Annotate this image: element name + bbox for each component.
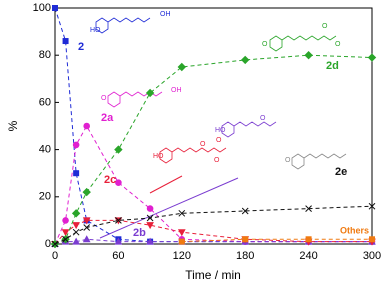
pointer-line (99, 177, 239, 239)
atom-label: OH (171, 87, 182, 94)
marker (177, 229, 186, 237)
marker (83, 122, 90, 130)
series-label: 2a (101, 112, 114, 124)
x-tick-label: 300 (363, 250, 381, 262)
series-line (54, 205, 373, 245)
marker (178, 209, 186, 217)
marker (367, 53, 377, 62)
atom-label: O (260, 115, 266, 122)
pointer-line (149, 175, 183, 194)
marker (115, 179, 122, 186)
series-label: 2d (326, 60, 339, 72)
atom-label: O (216, 137, 222, 144)
marker (51, 240, 59, 248)
marker (82, 217, 91, 225)
atom-label: OH (160, 11, 171, 18)
marker (52, 5, 58, 11)
marker (178, 238, 185, 245)
series-label: 2e (335, 166, 347, 178)
series-label: 2b (133, 227, 146, 239)
marker (82, 187, 91, 197)
series-label: 2c (104, 174, 116, 186)
x-tick-label: 60 (112, 250, 124, 262)
x-tick-label: 180 (236, 250, 254, 262)
marker (146, 214, 154, 222)
marker (241, 207, 249, 215)
marker (305, 205, 312, 212)
marker (146, 222, 154, 230)
x-tick-label: 120 (173, 250, 191, 262)
series-line (54, 124, 372, 245)
y-axis-label: % (6, 120, 20, 131)
marker (368, 202, 376, 210)
series-label: 2 (78, 41, 84, 53)
marker (177, 62, 187, 72)
marker (305, 236, 312, 243)
marker (304, 50, 313, 60)
atom-label: O (214, 157, 220, 164)
marker (146, 205, 154, 212)
y-tick-label: 80 (39, 49, 51, 61)
marker (72, 237, 80, 245)
series-line (54, 54, 373, 245)
structures (95, 17, 347, 170)
series-line (54, 238, 372, 245)
x-axis-label: Time / min (185, 268, 241, 282)
y-tick-label: 40 (39, 144, 51, 156)
atom-label: HO (90, 27, 101, 34)
marker (115, 217, 122, 224)
atom-label: HO (153, 153, 164, 160)
atom-label: O (262, 41, 268, 48)
marker (62, 235, 69, 243)
marker (61, 229, 70, 237)
marker (242, 236, 249, 243)
y-tick-label: 0 (45, 238, 51, 250)
atom-label: O (285, 157, 291, 164)
y-tick-label: 20 (39, 191, 51, 203)
marker (145, 88, 155, 98)
x-tick-label: 0 (52, 250, 58, 262)
series-line (54, 219, 372, 245)
marker (369, 236, 375, 243)
series-line (54, 7, 372, 243)
x-tick-label: 240 (299, 250, 317, 262)
y-tick-label: 100 (33, 2, 51, 14)
marker (114, 145, 123, 154)
marker (146, 237, 154, 245)
marker (71, 209, 81, 218)
marker (72, 222, 80, 230)
atom-label: O (322, 23, 328, 30)
atom-label: HO (215, 127, 226, 134)
y-tick-label: 60 (39, 96, 51, 108)
marker (240, 55, 250, 65)
marker (83, 224, 91, 231)
atom-label: O (200, 141, 206, 148)
atom-label: O (335, 41, 341, 48)
marker (62, 217, 69, 224)
series-line (181, 238, 372, 243)
marker (73, 170, 80, 177)
marker (62, 38, 69, 45)
series-label: Others (340, 225, 369, 235)
marker (114, 237, 123, 245)
atom-label: O (101, 95, 107, 102)
marker (72, 228, 80, 236)
plot-frame (54, 7, 373, 245)
marker (72, 141, 80, 149)
marker (82, 235, 91, 243)
